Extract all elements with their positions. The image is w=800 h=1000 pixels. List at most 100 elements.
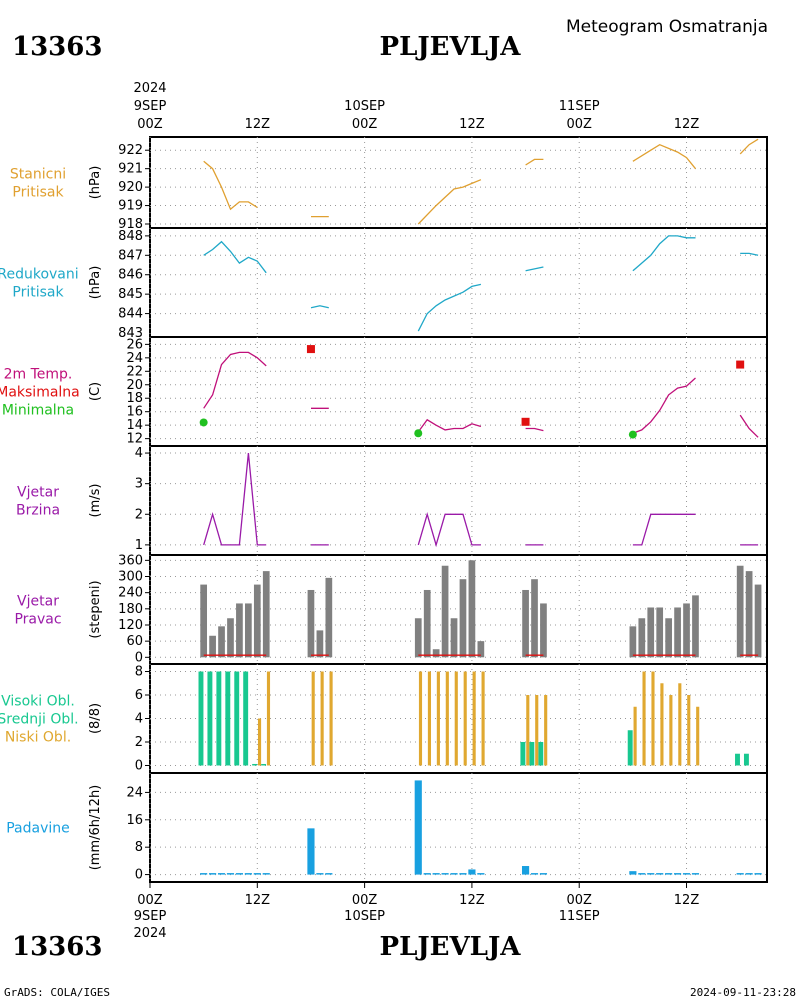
bar-precipitation [539, 873, 548, 875]
bar-wind-direction [674, 607, 681, 658]
panel-label: Srednji Obl. [0, 712, 79, 728]
y-tick-label: 20 [126, 378, 143, 393]
bar-wind-direction [665, 618, 672, 658]
panel-label: Niski Obl. [5, 730, 71, 746]
y-tick-label: 12 [126, 432, 143, 447]
bar-cloud-cover [669, 695, 673, 766]
bottom-tick-label: 00Z [137, 893, 163, 908]
bar-cloud-cover [529, 741, 535, 766]
y-tick-label: 14 [126, 418, 143, 433]
bar-wind-direction [414, 618, 422, 658]
bar-wind-direction [459, 579, 467, 658]
bar-precipitation [200, 873, 208, 875]
bar-wind-direction [200, 584, 208, 658]
bar-precipitation [432, 873, 440, 875]
bar-precipitation [450, 873, 458, 875]
panel-frame-reduced-pressure [149, 227, 768, 338]
bar-wind-direction [325, 577, 333, 658]
panel-label: Pritisak [12, 185, 64, 201]
bar-wind-direction [468, 560, 476, 658]
y-tick-label: 24 [126, 785, 143, 800]
footer-source: GrADS: COLA/IGES [4, 986, 110, 999]
y-tick-label: 22 [126, 364, 143, 379]
station-id-bottom: 13363 [12, 932, 102, 962]
bar-cloud-cover [261, 763, 267, 766]
series-line-reduced-pressure [417, 283, 482, 332]
bar-cloud-cover [427, 671, 432, 766]
y-tick-label: 920 [118, 180, 143, 195]
bar-wind-direction [245, 603, 252, 658]
y-tick-label: 3 [135, 477, 143, 492]
bar-precipitation [209, 873, 217, 875]
bar-cloud-cover [687, 695, 691, 766]
y-tick-label: 847 [118, 248, 143, 263]
bar-precipitation [745, 873, 753, 875]
bottom-date-label: 9SEP [134, 909, 167, 924]
bottom-tick-label: 12Z [245, 893, 271, 908]
y-tick-label: 918 [118, 217, 143, 232]
y-axis-unit: (C) [88, 382, 103, 401]
max-temp-marker [306, 345, 315, 354]
series-line-wind-speed [632, 513, 696, 546]
bar-wind-direction [683, 603, 690, 658]
panel-label: Vjetar [17, 485, 59, 501]
y-axis-unit: (8/8) [88, 703, 103, 734]
series-line-station-pressure [632, 143, 697, 170]
bar-precipitation [414, 780, 422, 875]
bar-cloud-cover [696, 706, 700, 766]
bar-wind-direction [692, 595, 699, 658]
bar-cloud-cover [627, 730, 633, 766]
bar-precipitation [262, 873, 270, 875]
bar-wind-direction [450, 618, 458, 658]
series-line-reduced-pressure [310, 305, 329, 309]
series-line-reduced-pressure [740, 252, 759, 256]
bottom-tick-label: 12Z [674, 893, 700, 908]
panel-frame-wind-speed [149, 445, 768, 556]
series-line-wind-speed [417, 511, 481, 548]
y-tick-label: 60 [126, 634, 143, 649]
y-tick-label: 919 [118, 199, 143, 214]
min-temp-marker [628, 430, 637, 439]
series-line-temperature [417, 418, 482, 433]
bar-precipitation [316, 873, 324, 875]
series-line-temperature [739, 414, 759, 438]
bar-precipitation [638, 873, 646, 875]
bar-precipitation [307, 828, 315, 875]
bar-cloud-cover [520, 741, 526, 766]
bar-wind-direction [209, 635, 216, 658]
bar-wind-direction [262, 571, 270, 658]
y-tick-label: 360 [118, 553, 143, 568]
y-tick-label: 8 [135, 840, 143, 855]
bar-cloud-cover [544, 695, 548, 766]
y-axis-unit: (stepeni) [88, 580, 103, 638]
y-tick-label: 16 [126, 813, 143, 828]
bar-wind-direction [540, 603, 547, 658]
bar-wind-direction [441, 565, 449, 658]
bar-wind-direction [745, 571, 753, 658]
bar-cloud-cover [234, 671, 240, 766]
station-name-top: PLJEVLJA [380, 32, 522, 62]
bottom-tick-label: 12Z [459, 893, 485, 908]
series-line-station-pressure [417, 179, 482, 225]
series-line-station-pressure [203, 160, 258, 211]
bar-cloud-cover [445, 671, 449, 766]
y-tick-label: 24 [126, 351, 143, 366]
product-title: Meteogram Osmatranja [566, 17, 768, 37]
panel-frame-precipitation [149, 772, 768, 883]
max-temp-marker [736, 360, 745, 369]
series-line-reduced-pressure [632, 235, 696, 272]
bar-cloud-cover [454, 671, 458, 766]
panel-label: Pritisak [12, 285, 64, 301]
bar-wind-direction [218, 626, 225, 658]
top-year-label: 2024 [133, 81, 166, 96]
y-tick-label: 300 [118, 570, 143, 585]
bar-cloud-cover [266, 671, 271, 766]
min-temp-marker [199, 418, 208, 427]
bar-cloud-cover [463, 671, 467, 766]
bar-cloud-cover [526, 695, 530, 766]
y-tick-label: 26 [126, 337, 143, 352]
bar-cloud-cover [481, 671, 485, 766]
bottom-tick-label: 00Z [566, 893, 592, 908]
top-tick-label: 12Z [245, 117, 271, 132]
bar-precipitation [530, 873, 539, 875]
